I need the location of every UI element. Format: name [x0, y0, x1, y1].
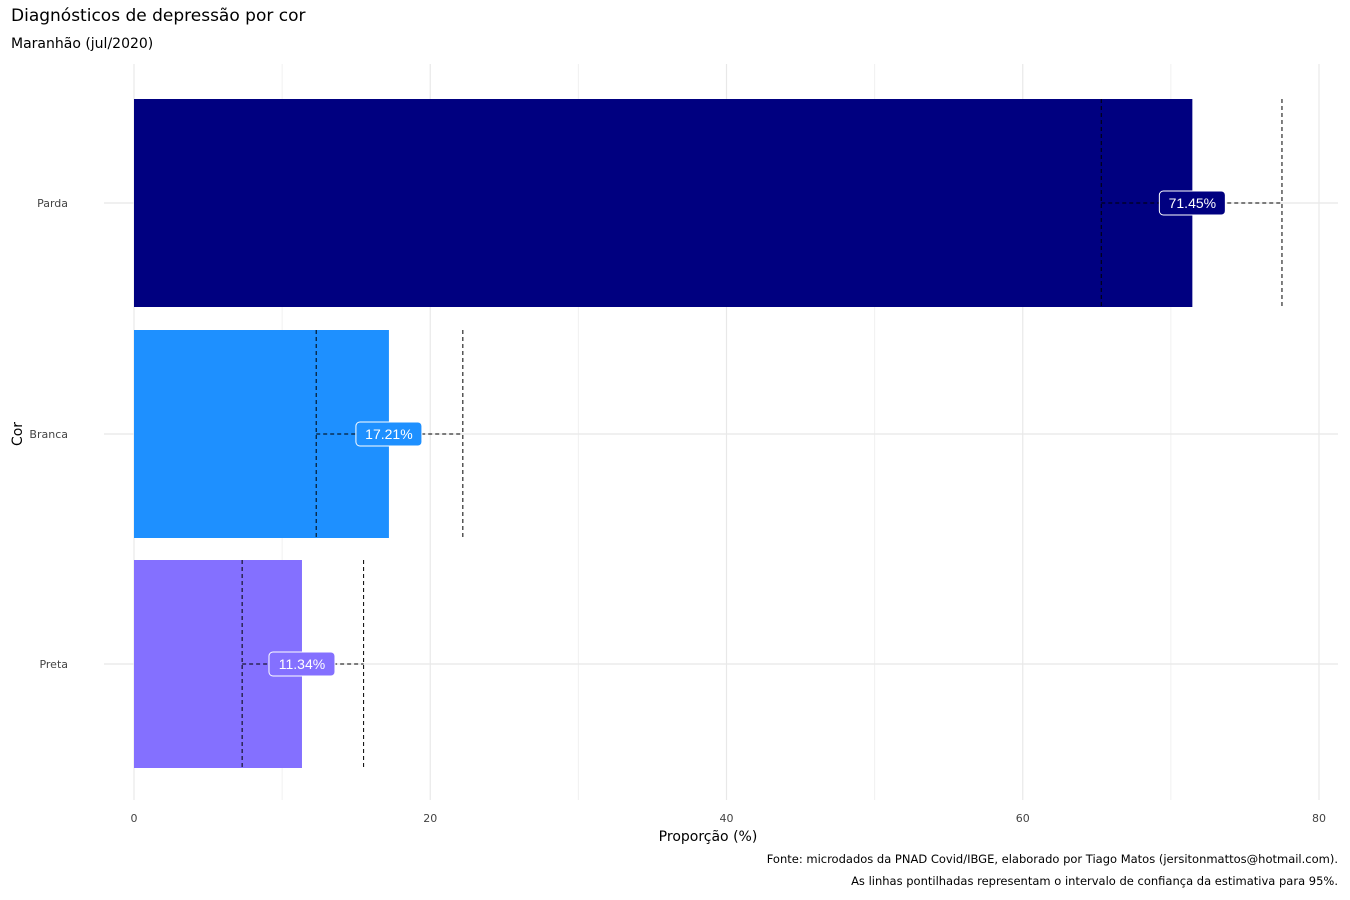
bar-parda: [134, 99, 1193, 307]
y-axis-title: Cor: [10, 422, 26, 446]
chart-title: Diagnósticos de depressão por cor: [11, 6, 306, 26]
chart-subtitle: Maranhão (jul/2020): [11, 36, 154, 52]
caption-note: As linhas pontilhadas representam o inte…: [851, 874, 1338, 888]
x-axis-title: Proporção (%): [659, 829, 758, 845]
x-tick-label: 20: [423, 812, 437, 825]
value-label-branca: 17.21%: [365, 426, 412, 442]
y-tick-label: Parda: [37, 197, 68, 210]
value-label-box-preta: [268, 651, 336, 677]
y-tick-label: Branca: [29, 428, 68, 441]
caption-source: Fonte: microdados da PNAD Covid/IBGE, el…: [766, 852, 1338, 866]
value-label-parda: 71.45%: [1169, 195, 1216, 211]
value-label-box-branca: [355, 421, 423, 447]
x-tick-label: 40: [720, 812, 734, 825]
x-tick-label: 80: [1312, 812, 1326, 825]
value-label-box-parda: [1158, 190, 1226, 216]
x-tick-label: 60: [1016, 812, 1030, 825]
value-label-preta: 11.34%: [279, 656, 325, 672]
x-tick-label: 0: [131, 812, 138, 825]
y-tick-label: Preta: [39, 658, 68, 671]
bar-branca: [134, 330, 389, 538]
